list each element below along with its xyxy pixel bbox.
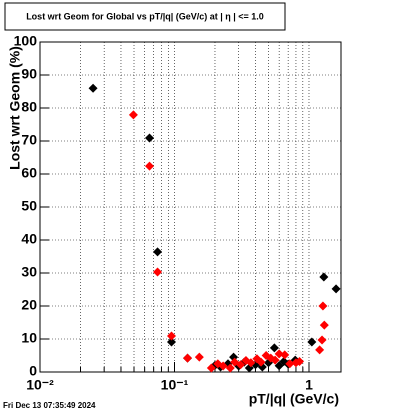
marker	[153, 247, 163, 257]
y-tick-label: 0	[29, 363, 37, 379]
marker	[319, 320, 329, 330]
plot-frame	[39, 41, 342, 373]
marker	[218, 361, 228, 371]
marker	[318, 301, 328, 311]
marker	[269, 343, 279, 353]
marker	[280, 350, 290, 360]
x-axis-label: pT/|q| (GeV/c)	[249, 391, 339, 407]
marker	[236, 360, 246, 370]
footer: Fri Dec 13 07:35:49 2024	[3, 401, 96, 410]
x-tick-label: 10⁻¹	[161, 377, 189, 393]
y-tick-label: 70	[21, 132, 37, 148]
marker	[315, 345, 325, 355]
y-tick-label: 40	[21, 231, 37, 247]
title-box	[4, 2, 286, 31]
x-tick-label: 10⁻²	[26, 377, 54, 393]
marker	[331, 284, 341, 294]
y-tick-label: 80	[21, 99, 37, 115]
marker	[128, 110, 138, 120]
y-tick-label: 10	[21, 330, 37, 346]
y-tick-label: 20	[21, 297, 37, 313]
marker	[145, 161, 155, 171]
y-tick-label: 30	[21, 264, 37, 280]
y-tick-label: 90	[21, 66, 37, 82]
marker	[183, 353, 193, 363]
marker	[166, 331, 176, 341]
marker	[317, 335, 327, 345]
marker	[274, 349, 284, 359]
marker	[256, 357, 266, 367]
y-tick-label: 50	[21, 198, 37, 214]
chart-title: Lost wrt Geom for Global vs pT/|q| (GeV/…	[26, 11, 264, 21]
y-axis-label: Lost wrt Geom (%)	[7, 46, 23, 170]
marker	[206, 363, 216, 373]
y-tick-label: 100	[14, 33, 38, 49]
x-tick-label: 1	[305, 377, 313, 393]
marker	[270, 355, 280, 365]
marker	[145, 133, 155, 143]
marker	[225, 363, 235, 373]
y-tick-label: 60	[21, 165, 37, 181]
marker	[294, 356, 304, 366]
marker	[307, 337, 317, 347]
marker	[319, 272, 329, 282]
marker	[166, 337, 176, 347]
marker	[153, 267, 163, 277]
marker	[285, 359, 295, 369]
marker	[246, 358, 256, 368]
marker	[194, 352, 204, 362]
marker	[88, 83, 98, 93]
